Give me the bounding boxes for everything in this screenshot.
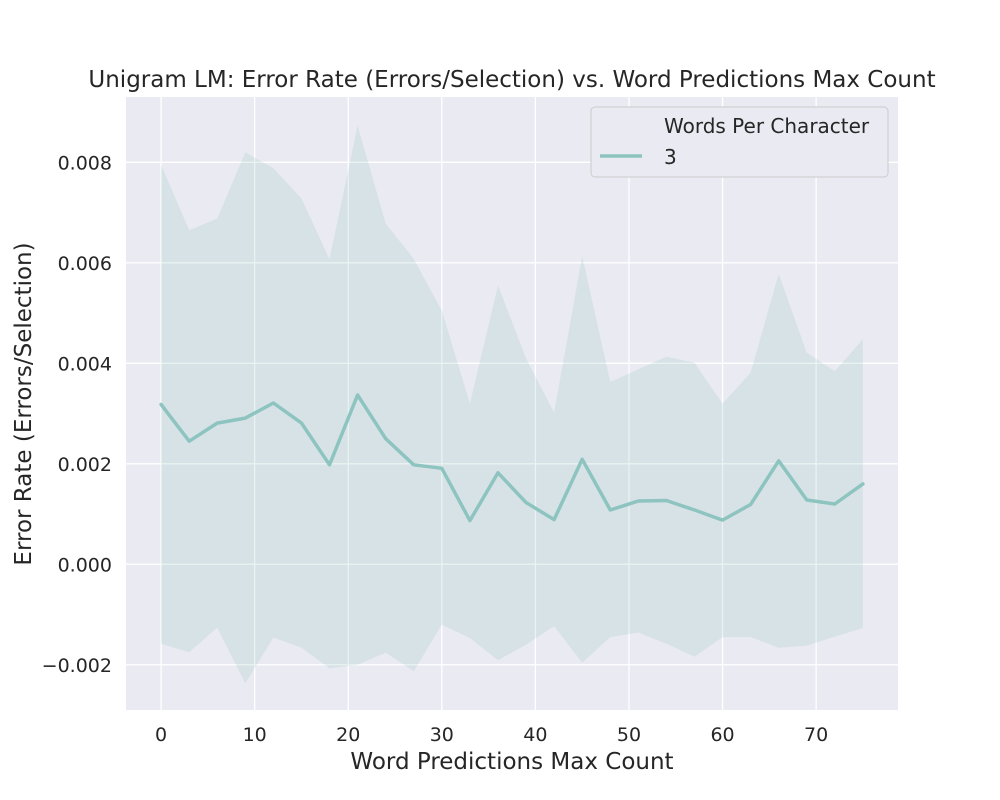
confidence-band: [161, 125, 863, 684]
x-tick-label: 70: [804, 724, 828, 746]
y-tick-label: 0.002: [58, 454, 112, 476]
x-tick-label: 50: [617, 724, 641, 746]
legend: Words Per Character 3: [590, 106, 889, 178]
legend-box: [590, 106, 889, 178]
y-tick-label: 0.000: [58, 554, 112, 576]
x-tick-label: 60: [710, 724, 734, 746]
grid: [126, 97, 898, 710]
y-tick-label: 0.006: [58, 253, 112, 275]
chart-title: Unigram LM: Error Rate (Errors/Selection…: [88, 67, 935, 93]
y-axis-label: Error Rate (Errors/Selection): [11, 242, 37, 565]
x-tick-label: 40: [523, 724, 547, 746]
y-tick-label: 0.004: [58, 353, 112, 375]
x-tick-label: 0: [155, 724, 167, 746]
x-tick-label: 30: [430, 724, 454, 746]
y-axis: −0.002 0.000 0.002 0.004 0.006 0.008: [42, 152, 112, 676]
x-axis-label: Word Predictions Max Count: [350, 749, 673, 775]
legend-title: Words Per Character: [664, 114, 870, 138]
series-line-3: [159, 393, 865, 523]
y-tick-label: 0.008: [58, 152, 112, 174]
legend-label-3: 3: [664, 145, 677, 169]
x-tick-label: 10: [243, 724, 267, 746]
x-axis: 0 10 20 30 40 50 60 70: [155, 724, 828, 746]
y-tick-label: −0.002: [42, 655, 112, 677]
x-tick-label: 20: [336, 724, 360, 746]
